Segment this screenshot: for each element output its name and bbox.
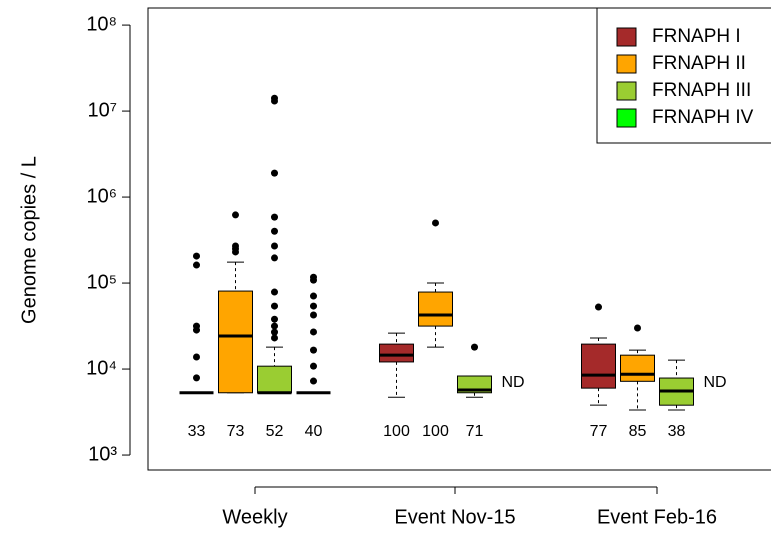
outlier bbox=[432, 219, 439, 227]
legend-swatch bbox=[616, 27, 637, 47]
outlier bbox=[310, 346, 317, 354]
outlier bbox=[271, 213, 278, 221]
x-tick-label: Event Feb-16 bbox=[597, 506, 717, 528]
outlier bbox=[232, 211, 239, 219]
legend-swatch bbox=[616, 108, 637, 128]
sample-count: 73 bbox=[227, 423, 245, 440]
not-detected-label: ND bbox=[502, 374, 525, 391]
outlier bbox=[271, 169, 278, 177]
box bbox=[620, 354, 655, 382]
box bbox=[581, 343, 616, 389]
outlier bbox=[310, 311, 317, 319]
legend-swatch bbox=[616, 81, 637, 101]
outlier bbox=[310, 302, 317, 310]
outlier bbox=[193, 322, 200, 330]
outlier bbox=[310, 362, 317, 370]
sample-count: 100 bbox=[383, 423, 410, 440]
outlier bbox=[310, 377, 317, 385]
outlier bbox=[634, 324, 641, 332]
legend-label: FRNAPH III bbox=[652, 80, 751, 101]
legend-swatch bbox=[616, 54, 637, 74]
outlier bbox=[193, 353, 200, 361]
y-tick-label: 10⁶ bbox=[87, 185, 117, 207]
outlier bbox=[271, 302, 278, 310]
outlier bbox=[310, 292, 317, 300]
outlier bbox=[271, 334, 278, 342]
sample-count: 33 bbox=[188, 423, 206, 440]
outlier bbox=[271, 328, 278, 336]
y-tick-label: 10⁵ bbox=[86, 271, 117, 293]
box bbox=[418, 291, 453, 327]
sample-count: 85 bbox=[629, 423, 647, 440]
outlier bbox=[271, 322, 278, 330]
y-tick-label: 10⁸ bbox=[86, 13, 117, 35]
box bbox=[257, 365, 292, 394]
outlier bbox=[310, 328, 317, 336]
sample-count: 40 bbox=[305, 423, 323, 440]
not-detected-label: ND bbox=[704, 374, 727, 391]
outlier bbox=[232, 242, 239, 250]
box bbox=[379, 343, 414, 363]
outlier bbox=[193, 374, 200, 382]
sample-count: 71 bbox=[466, 423, 484, 440]
outlier bbox=[271, 242, 278, 250]
outlier bbox=[271, 94, 278, 102]
outlier bbox=[310, 273, 317, 281]
legend-label: FRNAPH IV bbox=[652, 107, 754, 128]
outlier bbox=[271, 254, 278, 262]
x-tick-label: Weekly bbox=[222, 506, 287, 528]
outlier bbox=[271, 288, 278, 296]
outlier bbox=[271, 227, 278, 235]
outlier bbox=[271, 315, 278, 323]
outlier bbox=[595, 303, 602, 311]
box bbox=[218, 290, 253, 394]
outlier bbox=[471, 343, 478, 351]
outlier bbox=[193, 261, 200, 269]
y-axis-label: Genome copies / L bbox=[18, 156, 40, 324]
outlier bbox=[193, 252, 200, 260]
sample-count: 77 bbox=[590, 423, 608, 440]
plot-frame bbox=[147, 7, 771, 471]
y-tick-label: 10⁷ bbox=[88, 99, 117, 121]
sample-count: 38 bbox=[668, 423, 686, 440]
y-tick-label: 10⁴ bbox=[86, 357, 117, 379]
legend-label: FRNAPH I bbox=[652, 26, 741, 47]
sample-count: 52 bbox=[266, 423, 284, 440]
y-tick-label: 10³ bbox=[88, 443, 117, 465]
legend-label: FRNAPH II bbox=[652, 53, 746, 74]
x-tick-label: Event Nov-15 bbox=[394, 506, 515, 528]
sample-count: 100 bbox=[422, 423, 449, 440]
